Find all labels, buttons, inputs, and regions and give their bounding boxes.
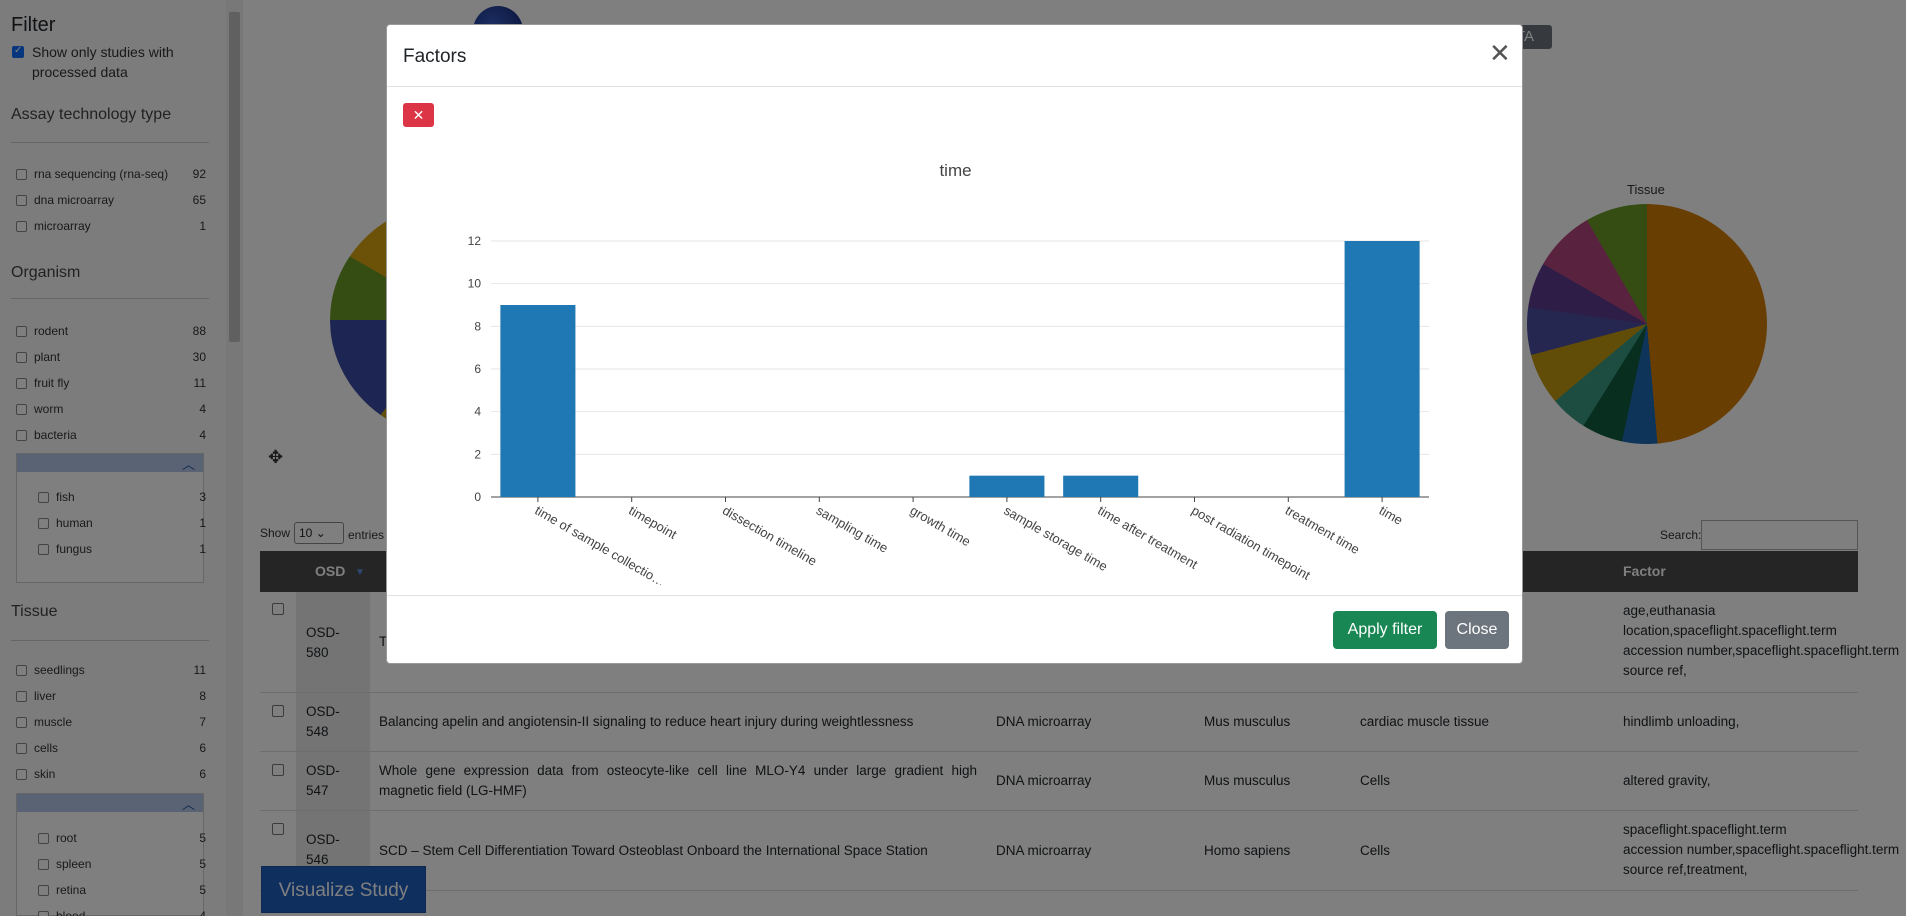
y-tick-label: 12 [468, 234, 482, 248]
x-tick-label[interactable]: sampling time [814, 503, 891, 556]
y-tick-label: 6 [474, 362, 481, 376]
apply-filter-button[interactable]: Apply filter [1333, 611, 1437, 649]
x-tick-label[interactable]: growth time [908, 503, 974, 550]
x-tick-label[interactable]: time after treatment [1095, 503, 1200, 573]
x-icon: ✕ [412, 107, 425, 123]
modal-title: Factors [403, 46, 467, 67]
bar[interactable] [1344, 241, 1420, 497]
y-tick-label: 2 [474, 447, 481, 461]
remove-chart-button[interactable]: ✕ [403, 103, 434, 127]
x-tick-label[interactable]: dissection timeline [720, 503, 819, 569]
factors-modal: Factors ✕ ✕ time 0 2 4 6 8 10 12 time of sample… [386, 24, 1523, 664]
close-icon[interactable]: ✕ [1489, 38, 1511, 68]
chart-title: time [939, 161, 972, 180]
y-tick-label: 8 [474, 319, 481, 333]
x-tick-label[interactable]: time [1377, 503, 1406, 528]
bar[interactable] [500, 305, 576, 497]
y-tick-label: 4 [474, 405, 481, 419]
y-tick-label: 10 [468, 277, 482, 291]
x-tick-label[interactable]: timepoint [626, 503, 680, 543]
close-button[interactable]: Close [1445, 611, 1509, 649]
modal-footer-divider [387, 595, 1522, 596]
modal-header [387, 25, 1522, 87]
y-tick-label: 0 [474, 490, 481, 504]
x-tick-label[interactable]: treatment time [1283, 503, 1362, 558]
bar[interactable] [1063, 475, 1139, 497]
bar[interactable] [969, 475, 1045, 497]
x-tick-label[interactable]: sample storage time [1001, 503, 1110, 575]
